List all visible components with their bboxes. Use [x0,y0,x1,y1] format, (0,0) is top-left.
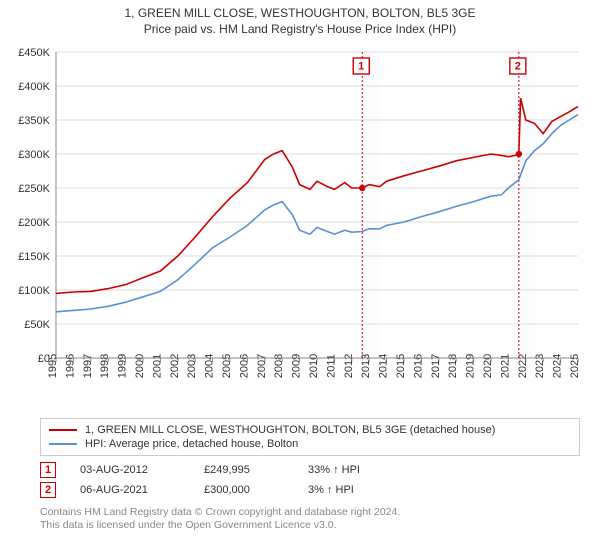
event-dot [516,151,522,157]
x-tick-label: 2019 [465,354,477,378]
x-tick-label: 2005 [221,354,233,378]
event-date: 03-AUG-2012 [80,464,180,476]
legend-label: 1, GREEN MILL CLOSE, WESTHOUGHTON, BOLTO… [85,424,495,436]
event-date: 06-AUG-2021 [80,484,180,496]
chart-svg: £0£50K£100K£150K£200K£250K£300K£350K£400… [10,42,590,412]
event-delta: 3% ↑ HPI [308,484,354,496]
legend-swatch [49,443,77,445]
event-delta: 33% ↑ HPI [308,464,360,476]
event-marker-num: 2 [515,61,521,73]
y-tick-label: £300K [18,149,50,161]
event-dot [359,185,365,191]
y-tick-label: £50K [24,319,50,331]
x-tick-label: 2020 [482,354,494,378]
series-hpi [56,115,578,312]
x-tick-label: 2018 [447,354,459,378]
footer-line2: This data is licensed under the Open Gov… [40,519,580,532]
x-tick-label: 2016 [412,354,424,378]
y-tick-label: £250K [18,183,50,195]
event-price: £300,000 [204,484,284,496]
x-tick-label: 2024 [552,354,564,378]
shaded-region [519,52,536,358]
x-tick-label: 2021 [499,354,511,378]
x-tick-label: 2009 [291,354,303,378]
y-tick-label: £350K [18,115,50,127]
legend: 1, GREEN MILL CLOSE, WESTHOUGHTON, BOLTO… [40,418,580,456]
x-tick-label: 2010 [308,354,320,378]
x-tick-label: 2007 [256,354,268,378]
x-tick-label: 2015 [395,354,407,378]
x-tick-label: 2001 [151,354,163,378]
event-marker: 1 [40,462,56,478]
y-tick-label: £450K [18,47,50,59]
y-tick-label: £400K [18,81,50,93]
x-tick-label: 2008 [273,354,285,378]
x-tick-label: 2004 [204,354,216,378]
x-tick-label: 1998 [99,354,111,378]
legend-row: HPI: Average price, detached house, Bolt… [49,437,571,451]
x-tick-label: 2014 [378,354,390,378]
x-tick-label: 1996 [64,354,76,378]
event-price: £249,995 [204,464,284,476]
x-tick-label: 1997 [82,354,94,378]
footer: Contains HM Land Registry data © Crown c… [40,506,580,532]
footer-line1: Contains HM Land Registry data © Crown c… [40,506,580,519]
y-tick-label: £100K [18,285,50,297]
legend-row: 1, GREEN MILL CLOSE, WESTHOUGHTON, BOLTO… [49,423,571,437]
legend-label: HPI: Average price, detached house, Bolt… [85,438,298,450]
x-tick-label: 2000 [134,354,146,378]
y-tick-label: £150K [18,251,50,263]
x-tick-label: 1995 [47,354,59,378]
price-chart: £0£50K£100K£150K£200K£250K£300K£350K£400… [10,42,590,412]
event-row: 2 06-AUG-2021 £300,000 3% ↑ HPI [40,480,580,500]
event-row: 1 03-AUG-2012 £249,995 33% ↑ HPI [40,460,580,480]
x-tick-label: 2003 [186,354,198,378]
y-tick-label: £200K [18,217,50,229]
x-tick-label: 2023 [534,354,546,378]
page-title-line1: 1, GREEN MILL CLOSE, WESTHOUGHTON, BOLTO… [0,6,600,20]
x-tick-label: 2025 [569,354,581,378]
page-title-line2: Price paid vs. HM Land Registry's House … [0,22,600,36]
event-marker-num: 1 [358,61,364,73]
shaded-region [362,52,379,358]
events-table: 1 03-AUG-2012 £249,995 33% ↑ HPI 2 06-AUG-202… [40,460,580,500]
x-tick-label: 1999 [117,354,129,378]
x-tick-label: 2012 [343,354,355,378]
event-marker: 2 [40,482,56,498]
x-tick-label: 2017 [430,354,442,378]
x-tick-label: 2002 [169,354,181,378]
x-tick-label: 2006 [238,354,250,378]
legend-swatch [49,429,77,431]
